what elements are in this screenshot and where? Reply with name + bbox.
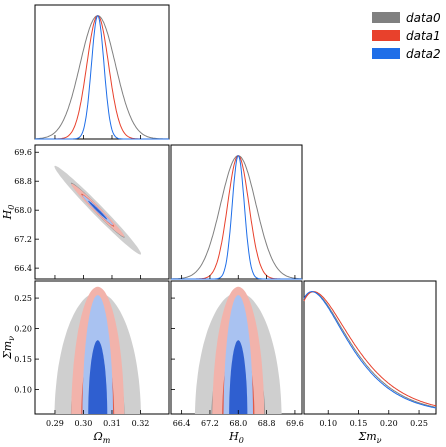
y-tick-label-Σmν: 0.15	[14, 355, 32, 364]
marginal-curve-Om-data0	[34, 15, 169, 140]
x-tick-label-H0: 68.0	[229, 419, 247, 428]
contours-H0-mnu	[194, 286, 282, 414]
y-tick-label-Σmν: 0.20	[14, 325, 32, 334]
panel-frame-2-2	[303, 280, 437, 415]
x-tick-label-Σmν: 0.20	[380, 419, 398, 428]
y-axis-label-H0: H0	[1, 205, 16, 221]
y-tick-label-H0: 69.6	[14, 148, 32, 157]
x-tick-label-Ωm: 0.30	[75, 419, 93, 428]
marginal-curve-Om-data2	[35, 14, 169, 140]
legend-label-data0: data0	[406, 11, 441, 25]
contour-Om-H0-data2-68	[88, 200, 108, 220]
legend-swatch-data2	[372, 48, 400, 59]
panel-frame-1-0	[34, 144, 170, 280]
contours-Om-H0	[54, 165, 141, 255]
marginal-curve-mnu-data2	[303, 291, 437, 409]
x-tick-label-Σmν: 0.10	[319, 419, 337, 428]
x-tick-label-H0: 68.8	[258, 419, 276, 428]
legend-label-data1: data1	[406, 29, 441, 43]
panel-frame-0-0	[34, 4, 170, 140]
legend-label-data2: data2	[406, 47, 441, 61]
x-tick-label-Σmν: 0.25	[410, 419, 428, 428]
y-tick-label-Σmν: 0.10	[14, 386, 32, 395]
marginal-curve-Om-data1	[35, 15, 169, 140]
y-tick-label-Σmν: 0.25	[14, 294, 32, 303]
y-tick-label-H0: 68.0	[14, 206, 32, 215]
marginal-curve-mnu-data1	[303, 291, 437, 407]
marginal-curve-H0-data2	[171, 154, 302, 280]
y-axis-label-mnu: Σmν	[1, 336, 16, 360]
x-tick-label-Ωm: 0.29	[46, 419, 64, 428]
contour-Om-mnu-data2-68	[88, 340, 108, 414]
x-axis-label-Om: Ωm	[93, 430, 111, 445]
x-tick-label-Ωm: 0.32	[132, 419, 150, 428]
contours-Om-mnu	[54, 286, 141, 414]
x-tick-label-H0: 67.2	[201, 419, 219, 428]
marginal-curve-H0-data0	[171, 155, 302, 280]
x-axis-label-H0: H0	[228, 430, 244, 445]
x-tick-label-Ωm: 0.31	[103, 419, 121, 428]
x-tick-label-H0: 69.6	[286, 419, 304, 428]
y-tick-label-H0: 68.8	[14, 177, 32, 186]
x-axis-label-mnu: Σmν	[357, 430, 381, 445]
marginal-curve-mnu-data0	[303, 291, 437, 408]
y-tick-label-H0: 66.4	[14, 264, 32, 273]
contour-H0-mnu-data2-68	[229, 340, 248, 414]
panel-frame-1-1	[170, 144, 303, 280]
legend-swatch-data0	[372, 12, 400, 23]
legend-swatch-data1	[372, 30, 400, 41]
x-tick-label-H0: 66.4	[173, 419, 191, 428]
marginal-curve-H0-data1	[171, 155, 302, 280]
x-tick-label-Σmν: 0.15	[350, 419, 368, 428]
y-tick-label-H0: 67.2	[14, 235, 32, 244]
legend: data0 data1 data2	[372, 11, 441, 61]
